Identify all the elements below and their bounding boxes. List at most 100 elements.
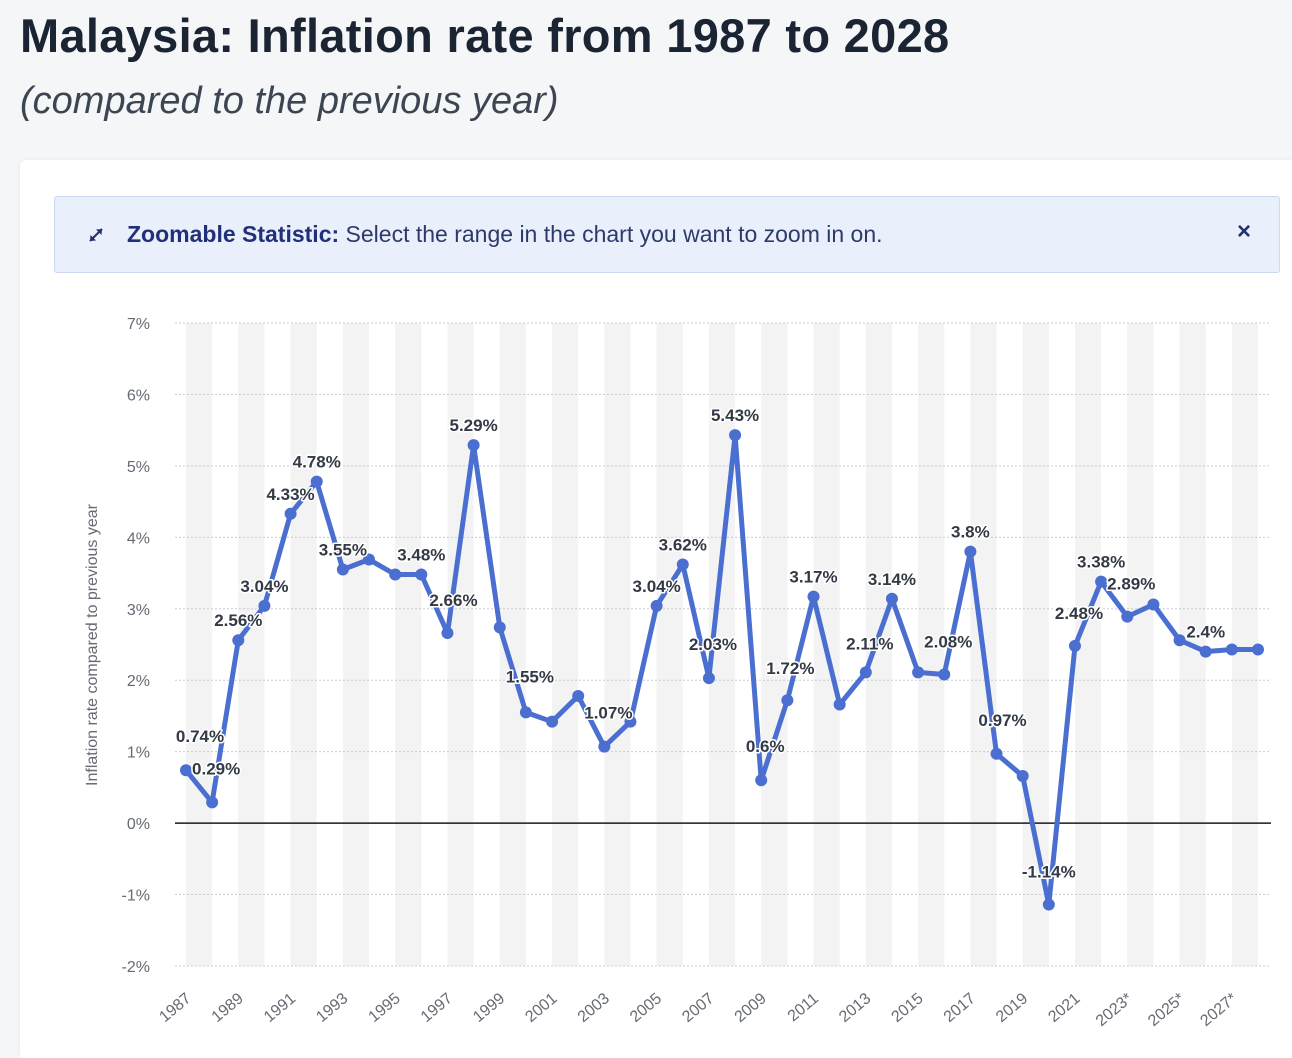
data-point[interactable] <box>1095 575 1108 588</box>
data-point[interactable] <box>389 568 402 581</box>
data-point[interactable] <box>624 715 637 728</box>
column-band <box>447 323 474 966</box>
data-point[interactable] <box>598 740 611 753</box>
y-tick-label: 0% <box>127 816 150 833</box>
data-point[interactable] <box>729 429 742 442</box>
data-point[interactable] <box>415 568 428 581</box>
data-label: 3.04% <box>633 577 681 596</box>
zoom-banner: Zoomable Statistic: Select the range in … <box>54 196 1280 273</box>
x-tick-label: 1987 <box>156 990 194 1026</box>
data-point[interactable] <box>1016 769 1029 782</box>
column-band <box>186 323 213 966</box>
data-point[interactable] <box>1068 639 1081 652</box>
data-label: 2.03% <box>689 635 737 654</box>
data-point[interactable] <box>493 621 506 634</box>
x-tick-label: 2027* <box>1197 990 1240 1030</box>
data-point[interactable] <box>284 507 297 520</box>
data-point[interactable] <box>885 592 898 605</box>
x-tick-label: 1995 <box>366 990 404 1026</box>
data-label: 2.08% <box>924 633 972 652</box>
data-point[interactable] <box>519 706 532 719</box>
y-tick-label: 2% <box>127 673 150 690</box>
x-tick-label: 2019 <box>993 990 1031 1026</box>
column-band <box>604 323 631 966</box>
x-tick-label: 2009 <box>732 990 770 1026</box>
data-point[interactable] <box>676 558 689 571</box>
y-tick-label: 4% <box>127 530 150 547</box>
x-tick-label: 1993 <box>313 990 351 1026</box>
data-label: 3.17% <box>789 568 837 587</box>
x-tick-label: 1997 <box>418 990 456 1026</box>
y-tick-label: 3% <box>127 602 150 619</box>
data-point[interactable] <box>546 715 559 728</box>
data-label: 2.11% <box>846 634 893 653</box>
data-point[interactable] <box>1173 634 1186 647</box>
column-band <box>552 323 579 966</box>
x-tick-label: 1991 <box>261 990 299 1026</box>
data-point[interactable] <box>310 475 323 488</box>
y-axis-title: Inflation rate compared to previous year <box>84 503 101 786</box>
data-point[interactable] <box>1147 598 1160 611</box>
data-point[interactable] <box>1199 645 1212 658</box>
x-tick-label: 2017 <box>941 990 979 1026</box>
data-point[interactable] <box>833 698 846 711</box>
data-label: 3.14% <box>868 570 916 589</box>
x-tick-label: 2021 <box>1045 990 1083 1026</box>
column-band <box>1127 323 1154 966</box>
data-point[interactable] <box>990 747 1003 760</box>
x-tick-label: 2001 <box>522 990 560 1026</box>
data-label: 2.89% <box>1107 575 1155 594</box>
data-point[interactable] <box>938 668 951 681</box>
column-band <box>290 323 317 966</box>
data-point[interactable] <box>650 599 663 612</box>
column-band <box>238 323 265 966</box>
data-point[interactable] <box>859 666 872 679</box>
data-label: 3.38% <box>1077 553 1125 572</box>
data-point[interactable] <box>1252 643 1264 656</box>
data-point[interactable] <box>912 666 925 679</box>
data-label: 5.29% <box>450 416 498 435</box>
y-tick-label: 1% <box>127 745 150 762</box>
data-point[interactable] <box>964 545 977 558</box>
data-label: -1.14% <box>1022 863 1076 882</box>
data-labels: 0.74% 0.29% 2.56% 3.04% 4.33% 4.78% 3.55% 3.48%… <box>174 405 1226 883</box>
x-axis-ticks: 1987 1989 1991 1993 1995 1997 1999 2001 2003 2005… <box>156 990 1240 1030</box>
data-label: 1.07% <box>584 704 632 723</box>
data-point[interactable] <box>180 764 192 777</box>
zoom-banner-bold: Zoomable Statistic: <box>127 221 340 247</box>
x-tick-label: 2003 <box>575 990 613 1026</box>
close-icon[interactable]: × <box>1236 218 1251 245</box>
x-tick-label: 2011 <box>785 990 822 1025</box>
column-band <box>1022 323 1049 966</box>
data-point[interactable] <box>781 694 794 707</box>
data-point[interactable] <box>572 689 585 702</box>
column-band <box>761 323 788 966</box>
data-label: 4.78% <box>293 453 341 472</box>
data-point[interactable] <box>258 599 271 612</box>
data-point[interactable] <box>467 439 480 452</box>
data-point[interactable] <box>336 563 349 576</box>
data-label: 2.4% <box>1186 623 1225 642</box>
data-point[interactable] <box>1042 898 1055 911</box>
data-point[interactable] <box>807 590 820 603</box>
data-point[interactable] <box>1121 610 1134 623</box>
data-label: 2.56% <box>214 611 262 630</box>
x-tick-label: 2023* <box>1093 990 1136 1030</box>
data-point[interactable] <box>441 627 454 640</box>
expand-arrows-icon[interactable] <box>85 224 107 246</box>
data-label: 5.43% <box>711 406 759 425</box>
data-point[interactable] <box>702 672 715 685</box>
data-label: 2.48% <box>1055 604 1103 623</box>
data-label: 3.04% <box>240 577 288 596</box>
y-tick-label: 5% <box>127 459 150 476</box>
column-band <box>395 323 422 966</box>
data-point[interactable] <box>755 774 768 787</box>
data-point[interactable] <box>232 634 245 647</box>
y-tick-label: 7% <box>127 316 150 333</box>
data-point[interactable] <box>363 553 376 566</box>
data-point[interactable] <box>206 796 219 809</box>
data-label: 2.66% <box>429 591 477 610</box>
data-point[interactable] <box>1225 643 1238 656</box>
series-points <box>180 429 1264 911</box>
